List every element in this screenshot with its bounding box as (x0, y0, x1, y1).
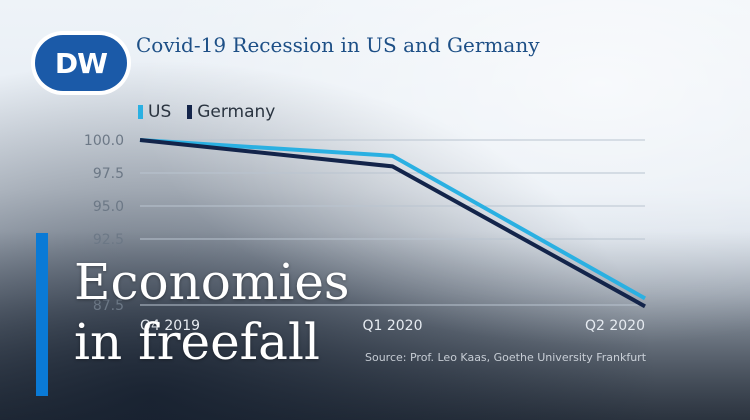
x-tick-label: Q4 2019 (140, 318, 200, 334)
chart-legend: US Germany (138, 102, 275, 122)
legend-label-germany: Germany (197, 102, 276, 122)
y-tick-label: 100.0 (84, 133, 124, 149)
y-tick-label: 92.5 (93, 232, 124, 248)
y-tick-label: 97.5 (93, 166, 124, 182)
dw-logo: DW (35, 35, 127, 91)
series-line-germany (139, 138, 646, 309)
chart-title: Covid-19 Recession in US and Germany (136, 33, 540, 57)
legend-label-us: US (148, 102, 172, 122)
headline-line-2: in freefall (74, 313, 320, 371)
x-tick-label: Q1 2020 (362, 318, 422, 334)
legend-swatch-us (138, 105, 143, 119)
legend-item-germany: Germany (187, 102, 275, 122)
legend-swatch-germany (187, 105, 193, 119)
series-line-us (139, 138, 646, 301)
y-tick-label: 95.0 (93, 199, 124, 215)
y-tick-label: 87.5 (93, 298, 124, 314)
headline-line-1: Economies (74, 253, 350, 311)
headline: Economies in freefall (74, 252, 350, 372)
chart-source: Source: Prof. Leo Kaas, Goethe Universit… (365, 351, 647, 364)
headline-accent-bar (36, 233, 48, 396)
legend-item-us: US (138, 102, 171, 122)
x-tick-label: Q2 2020 (585, 318, 645, 334)
